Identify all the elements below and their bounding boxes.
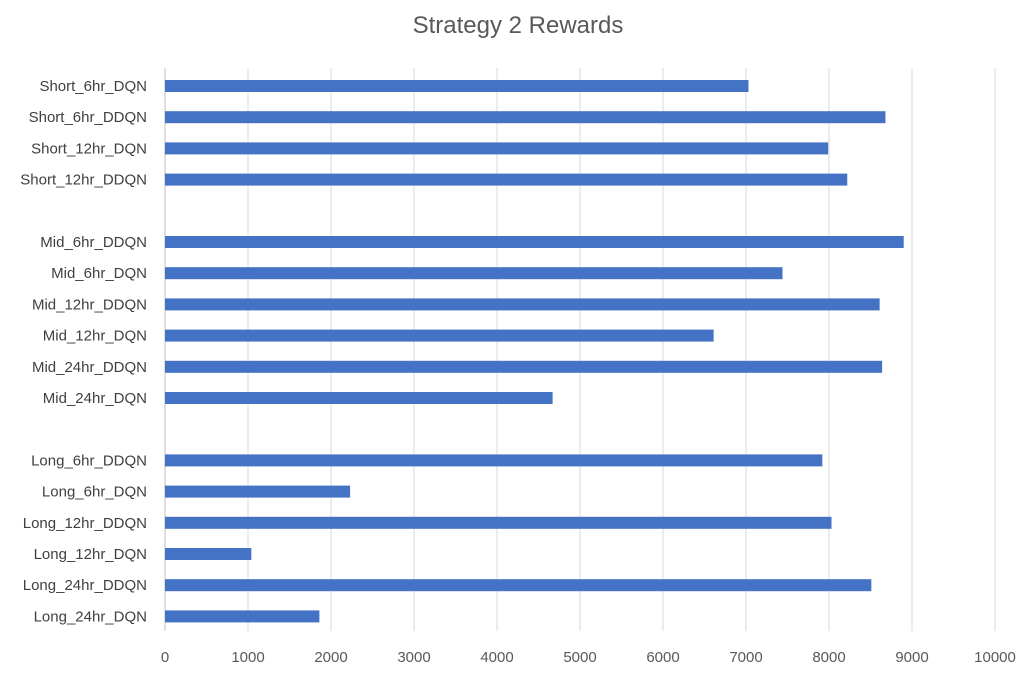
category-label: Mid_24hr_DDQN	[32, 359, 147, 376]
category-label: Short_12hr_DQN	[31, 140, 147, 157]
x-tick-label: 10000	[974, 649, 1016, 666]
x-axis-tick-labels: 0 1000 2000 3000 4000 5000 6000 7000 8000 9000 100…	[161, 649, 1016, 666]
x-tick-label: 8000	[812, 649, 845, 666]
x-tick-label: 1000	[231, 649, 264, 666]
bars	[165, 80, 904, 623]
category-label: Short_6hr_DDQN	[29, 109, 147, 126]
bar	[165, 173, 848, 186]
bar	[165, 392, 553, 404]
category-label: Long_24hr_DQN	[34, 608, 147, 625]
bar	[165, 579, 872, 592]
category-label: Mid_12hr_DDQN	[32, 296, 147, 313]
category-label: Mid_24hr_DQN	[43, 390, 147, 407]
bar	[165, 485, 351, 498]
x-tick-label: 0	[161, 649, 169, 666]
category-label: Long_6hr_DDQN	[31, 452, 147, 469]
bar	[165, 80, 749, 92]
category-label: Long_12hr_DQN	[34, 546, 147, 563]
bar	[165, 610, 320, 623]
category-label: Mid_6hr_DQN	[51, 265, 147, 282]
grid-lines	[164, 68, 996, 631]
bar	[165, 360, 883, 373]
x-tick-label: 9000	[895, 649, 928, 666]
x-tick-label: 6000	[646, 649, 679, 666]
bar	[165, 516, 832, 529]
category-label: Mid_6hr_DDQN	[40, 234, 147, 251]
bar	[165, 142, 829, 155]
x-tick-label: 2000	[314, 649, 347, 666]
bar	[165, 454, 823, 467]
x-tick-label: 4000	[480, 649, 513, 666]
category-label: Mid_12hr_DQN	[43, 328, 147, 345]
x-tick-label: 7000	[729, 649, 762, 666]
category-label: Long_12hr_DDQN	[23, 515, 147, 532]
chart-title: Strategy 2 Rewards	[412, 12, 624, 39]
category-label: Long_24hr_DDQN	[23, 577, 147, 594]
category-label: Long_6hr_DQN	[42, 484, 147, 501]
bar	[165, 298, 880, 311]
x-tick-label: 3000	[397, 649, 430, 666]
bar	[165, 267, 783, 280]
bar	[165, 548, 252, 560]
bar	[165, 236, 904, 248]
category-label: Short_6hr_DQN	[39, 78, 147, 95]
bar	[165, 111, 886, 124]
x-tick-label: 5000	[563, 649, 596, 666]
bar	[165, 329, 714, 342]
category-labels: Short_6hr_DQN Short_6hr_DDQN Short_12hr_DQ…	[20, 78, 147, 625]
category-label: Short_12hr_DDQN	[20, 172, 147, 189]
